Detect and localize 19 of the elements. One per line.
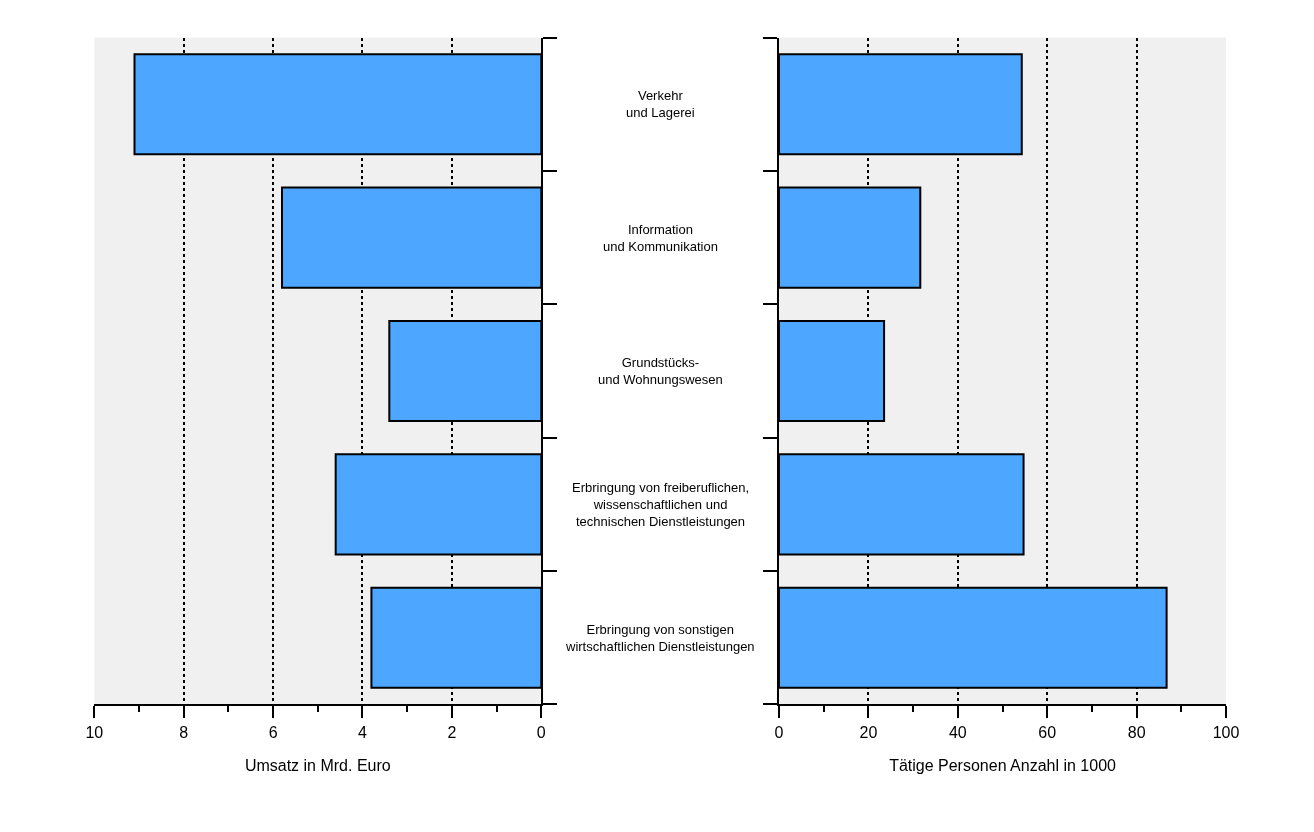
x-tick-label: 4 (358, 723, 368, 741)
x-tick-label: 0 (536, 723, 546, 741)
y-tick-label: Erbringung von sonstigen wirtschaftlichen Dienstleistungen (565, 622, 755, 654)
y-tick-label: Grundstücks- und Wohnungswesen (598, 355, 723, 387)
x-tick-label: 100 (1212, 723, 1240, 741)
x-tick-label: 6 (268, 723, 278, 741)
y-tick-label: Information und Kommunikation (603, 222, 718, 254)
y-tick-label: Verkehr und Lagerei (626, 88, 695, 120)
y-tick-label: Erbringung von freiberuflichen, wissenschaftlichen und technischen Dienstleistungen (572, 480, 750, 529)
x-tick-label: 10 (85, 723, 104, 741)
x-tick-label: 2 (447, 723, 457, 741)
x-axis-title: Umsatz in Mrd. Euro (244, 756, 391, 774)
x-tick-label: 20 (859, 723, 878, 741)
x-tick-label: 0 (774, 723, 784, 741)
x-axis-title: Tätige Personen Anzahl in 1000 (889, 756, 1117, 774)
x-tick-label: 8 (179, 723, 189, 741)
x-tick-label: 40 (948, 723, 967, 741)
x-tick-label: 60 (1038, 723, 1057, 741)
x-tick-label: 80 (1127, 723, 1146, 741)
